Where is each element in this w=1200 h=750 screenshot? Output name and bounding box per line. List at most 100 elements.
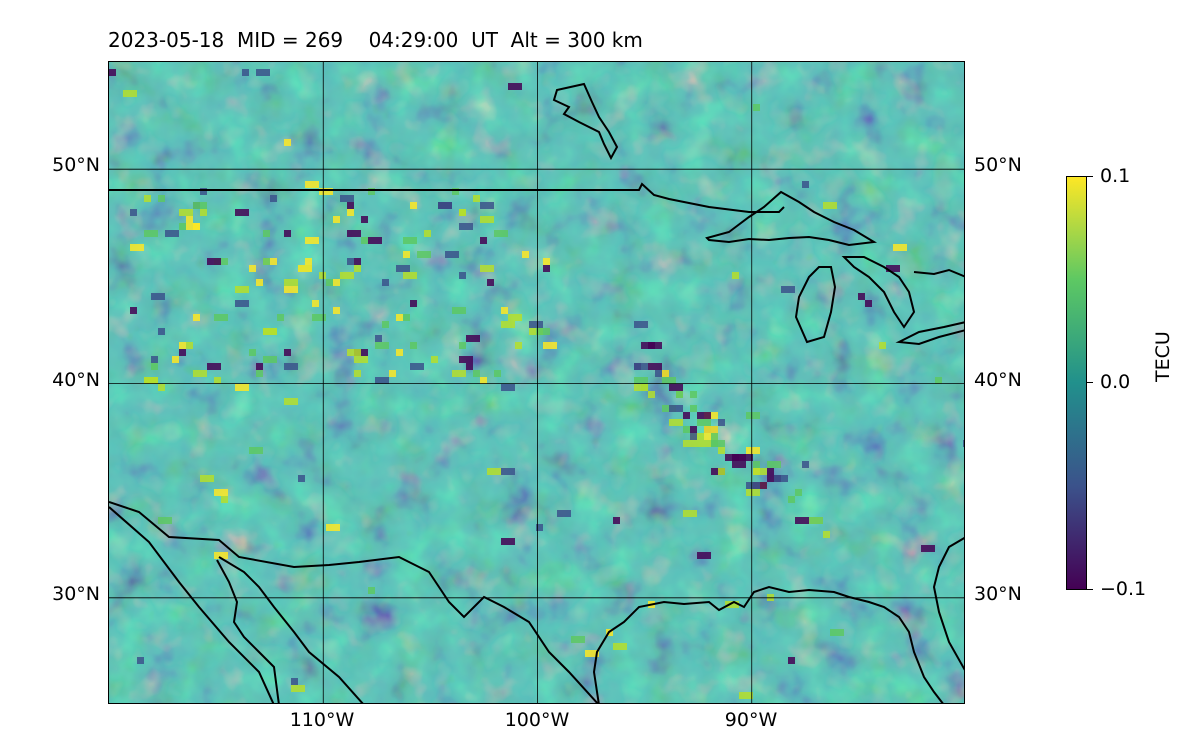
tec-pixel [263,258,270,265]
tec-pixel [711,440,725,447]
tec-pixel [480,265,494,272]
tec-pixel [235,209,249,216]
tec-pixel [375,342,389,349]
tec-pixel [312,314,326,321]
tec-pixel [648,363,662,370]
tec-pixel [256,69,270,76]
tec-pixel [277,314,284,321]
tec-pixel [340,195,354,202]
tec-pixel [284,398,298,405]
tec-pixel [179,209,193,216]
tec-pixel [634,384,648,391]
tec-pixel [767,461,781,468]
tec-pixel [193,314,200,321]
tec-pixel [536,328,550,335]
tec-pixel [809,517,823,524]
tec-pixel [802,181,809,188]
tec-pixel [634,377,648,384]
tec-pixel [186,342,193,349]
tec-pixel [151,363,158,370]
tec-pixel [382,321,389,328]
tec-pixel [543,258,550,265]
tec-pixel [501,321,515,328]
tec-pixel [697,552,711,559]
tec-pixel [207,258,221,265]
lakes-east [913,268,964,278]
tec-pixel [515,342,522,349]
tec-pixel [732,461,746,468]
tec-pixel [452,307,466,314]
tec-pixel [753,461,760,468]
tec-pixel [312,300,319,307]
tec-pixel [165,230,179,237]
tec-pixel [333,216,340,223]
tec-pixel [403,251,410,258]
map-title: 2023-05-18 MID = 269 04:29:00 UT Alt = 3… [108,28,643,52]
james-bay-coast [552,82,619,161]
tec-pixel [137,657,144,664]
tec-pixel [340,272,354,279]
tec-field-texture [109,62,964,703]
tec-pixel [683,510,697,517]
tec-pixel [662,370,669,377]
tec-pixel [368,587,375,594]
tec-pixel [459,209,466,216]
tec-pixel [200,475,214,482]
tec-pixel [305,181,319,188]
tec-pixel [501,384,515,391]
tec-pixel [648,391,655,398]
tec-pixel [543,265,550,272]
tec-pixel [130,209,137,216]
tec-pixel [354,370,361,377]
tec-pixel [718,468,725,475]
tec-pixel [368,237,382,244]
lat-label-40n-right: 40°N [974,369,1022,391]
tec-pixel [214,314,228,321]
baja-peninsula [216,559,280,703]
tec-pixel [963,440,964,447]
tec-pixel [459,342,466,349]
tec-pixel [361,216,368,223]
tec-pixel [298,265,312,272]
lat-label-50n-right: 50°N [974,154,1022,176]
tec-pixel [613,643,627,650]
colorbar-label-max: 0.1 [1100,165,1131,187]
tec-pixel [389,370,396,377]
mexico-border [109,501,599,703]
tec-pixel [711,433,718,440]
tec-pixel [858,293,865,300]
colorbar-tick-mid [1087,382,1093,383]
tec-pixel [214,489,228,496]
tec-pixel [151,356,158,363]
tec-pixel [466,335,480,342]
tec-pixel [417,251,431,258]
tec-pixel [319,272,326,279]
tec-pixel [501,468,515,475]
tec-pixel [410,202,417,209]
tec-pixel [718,419,725,426]
tec-pixel [375,335,382,342]
tec-pixel [935,377,942,384]
tec-pixel [179,349,186,356]
tec-pixel [571,636,585,643]
lake-michigan [794,266,837,344]
tec-pixel [669,384,683,391]
tec-pixel [795,489,802,496]
tec-pixel [375,377,389,384]
tec-pixel [634,321,648,328]
tec-pixel [347,349,361,356]
tec-pixel [130,307,137,314]
tec-pixel [326,279,333,286]
map-plot-area[interactable] [108,61,965,704]
tec-pixel [536,524,543,531]
tec-pixel [151,293,165,300]
tec-pixel [305,258,312,265]
tec-pixel [207,363,221,370]
tec-pixel [179,342,186,349]
us-canada-border [109,182,785,213]
tec-pixel [487,468,501,475]
tec-pixel [795,517,809,524]
tec-pixel [893,244,907,251]
tec-pixel [746,447,760,454]
tec-pixel [683,412,690,419]
